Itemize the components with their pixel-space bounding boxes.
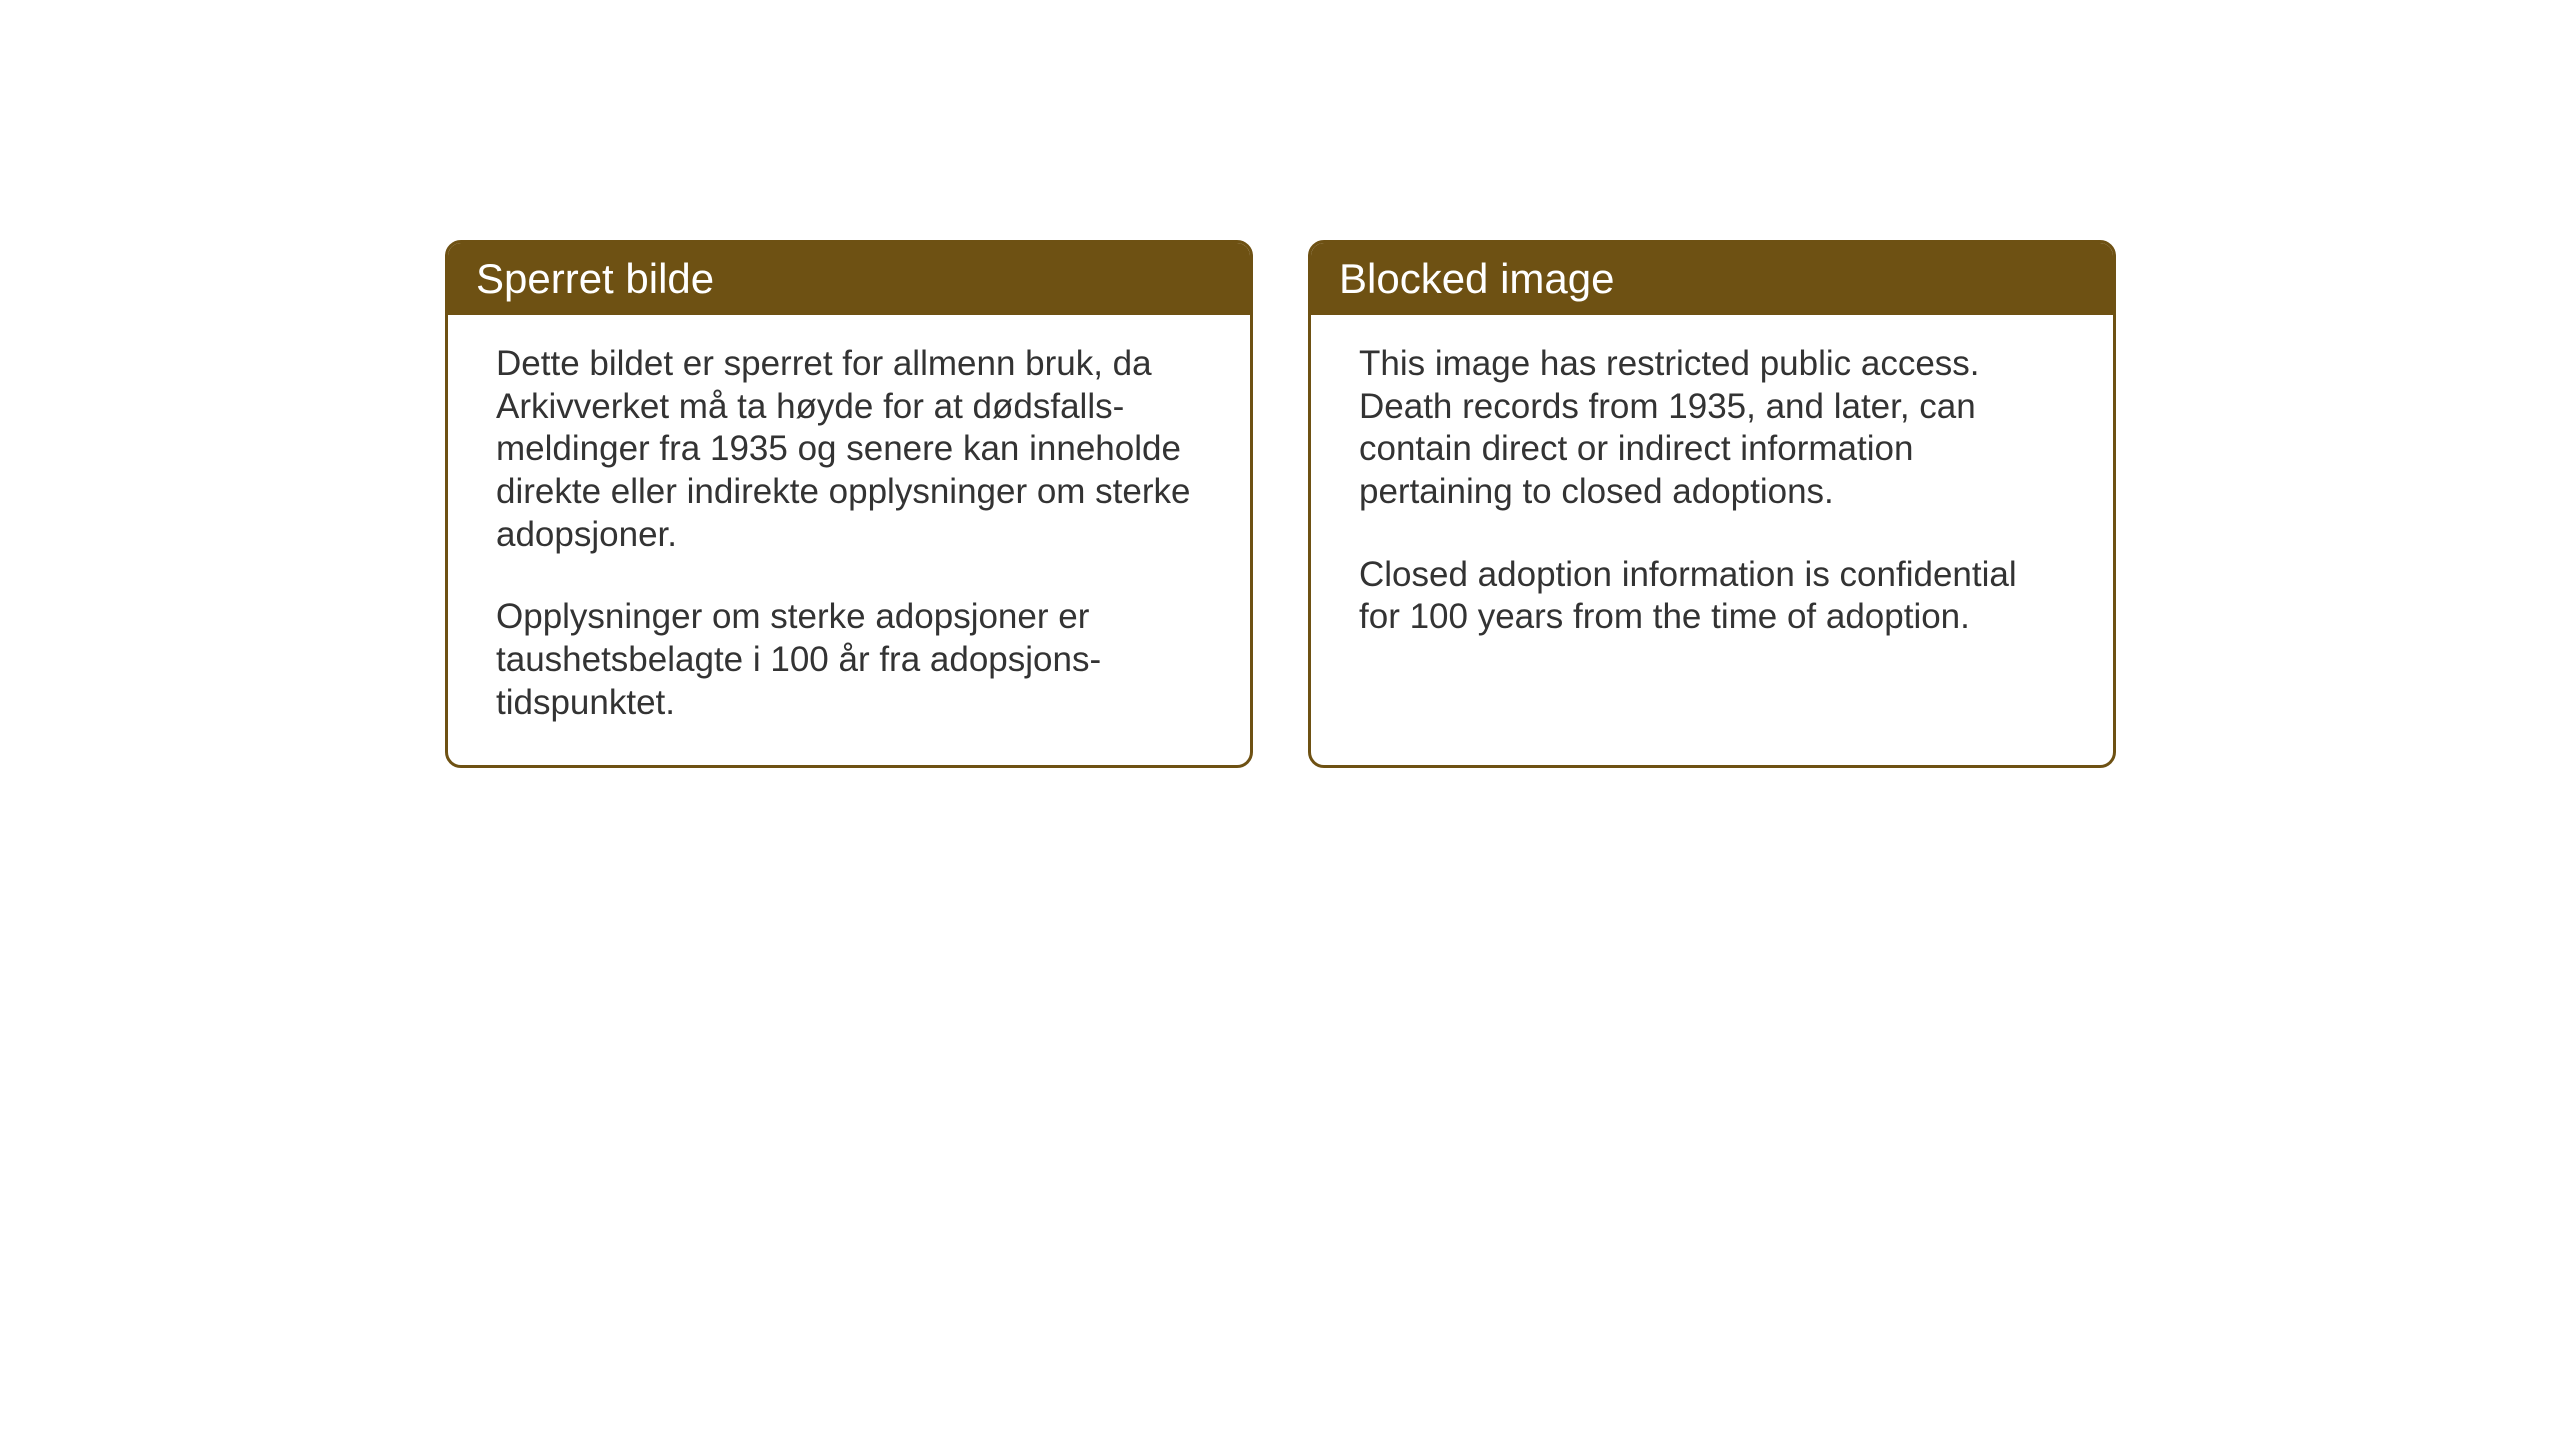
notice-card-english: Blocked image This image has restricted …: [1308, 240, 2116, 768]
notice-paragraph-1-norwegian: Dette bildet er sperret for allmenn bruk…: [496, 343, 1202, 556]
notice-title-norwegian: Sperret bilde: [476, 255, 714, 302]
notice-body-norwegian: Dette bildet er sperret for allmenn bruk…: [448, 315, 1250, 765]
notice-header-english: Blocked image: [1311, 243, 2113, 315]
notice-body-english: This image has restricted public access.…: [1311, 315, 2113, 729]
notice-paragraph-2-norwegian: Opplysninger om sterke adopsjoner er tau…: [496, 596, 1202, 724]
notice-paragraph-1-english: This image has restricted public access.…: [1359, 343, 2065, 514]
notice-title-english: Blocked image: [1339, 255, 1614, 302]
notice-paragraph-2-english: Closed adoption information is confident…: [1359, 554, 2065, 639]
notice-header-norwegian: Sperret bilde: [448, 243, 1250, 315]
notice-card-norwegian: Sperret bilde Dette bildet er sperret fo…: [445, 240, 1253, 768]
notice-container: Sperret bilde Dette bildet er sperret fo…: [445, 240, 2116, 768]
